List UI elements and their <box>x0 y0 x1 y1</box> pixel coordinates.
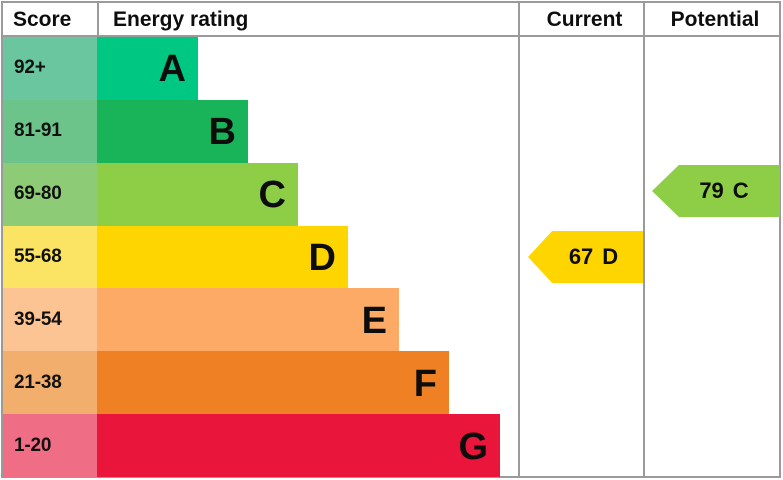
current-rating-arrow: 67 D <box>528 231 643 283</box>
band-bar-b: B <box>97 99 248 163</box>
band-score-b: 81-91 <box>3 99 97 163</box>
band-score-a: 92+ <box>3 37 97 100</box>
rating-bands: 92+ A 81-91 B 69-80 C 55-68 D 39-54 E 21-38 F 1-20 G <box>3 37 518 477</box>
rating-band-e: 39-54 E <box>3 288 518 352</box>
band-score-f: 21-38 <box>3 351 97 415</box>
potential-rating-band: C <box>732 178 749 203</box>
band-letter-b: B <box>208 111 236 154</box>
band-bar-e: E <box>97 288 399 352</box>
current-rating-value: 67 <box>568 244 594 269</box>
band-score-c: 69-80 <box>3 162 97 226</box>
header-potential: Potential <box>670 8 760 31</box>
band-letter-c: C <box>258 174 286 217</box>
header-current: Current <box>546 8 623 31</box>
header-score: Score <box>13 8 72 31</box>
current-rating-band: D <box>602 244 619 269</box>
band-letter-g: G <box>458 425 488 468</box>
band-bar-a: A <box>97 37 198 100</box>
band-bar-d: D <box>97 225 348 289</box>
rating-band-g: 1-20 G <box>3 414 518 477</box>
band-bar-c: C <box>97 162 298 226</box>
band-bar-f: F <box>97 351 449 415</box>
table-header: Score Energy rating Current Potential <box>3 3 780 37</box>
divider-score-column <box>97 3 99 37</box>
rating-band-c: 69-80 C <box>3 162 518 226</box>
potential-rating-arrow: 79 C <box>652 165 780 217</box>
band-letter-f: F <box>413 362 437 405</box>
rating-band-a: 92+ A <box>3 37 518 100</box>
potential-rating-value: 79 <box>699 178 724 203</box>
band-letter-e: E <box>361 299 387 342</box>
band-score-e: 39-54 <box>3 288 97 352</box>
band-letter-a: A <box>158 48 186 91</box>
band-letter-d: D <box>308 236 336 279</box>
rating-band-b: 81-91 B <box>3 99 518 163</box>
rating-band-d: 55-68 D <box>3 225 518 289</box>
band-bar-g: G <box>97 414 500 477</box>
rating-band-f: 21-38 F <box>3 351 518 415</box>
divider-current-column <box>518 3 520 477</box>
divider-potential-column <box>643 3 645 477</box>
header-rating: Energy rating <box>113 8 249 31</box>
band-score-g: 1-20 <box>3 414 97 477</box>
band-score-d: 55-68 <box>3 225 97 289</box>
